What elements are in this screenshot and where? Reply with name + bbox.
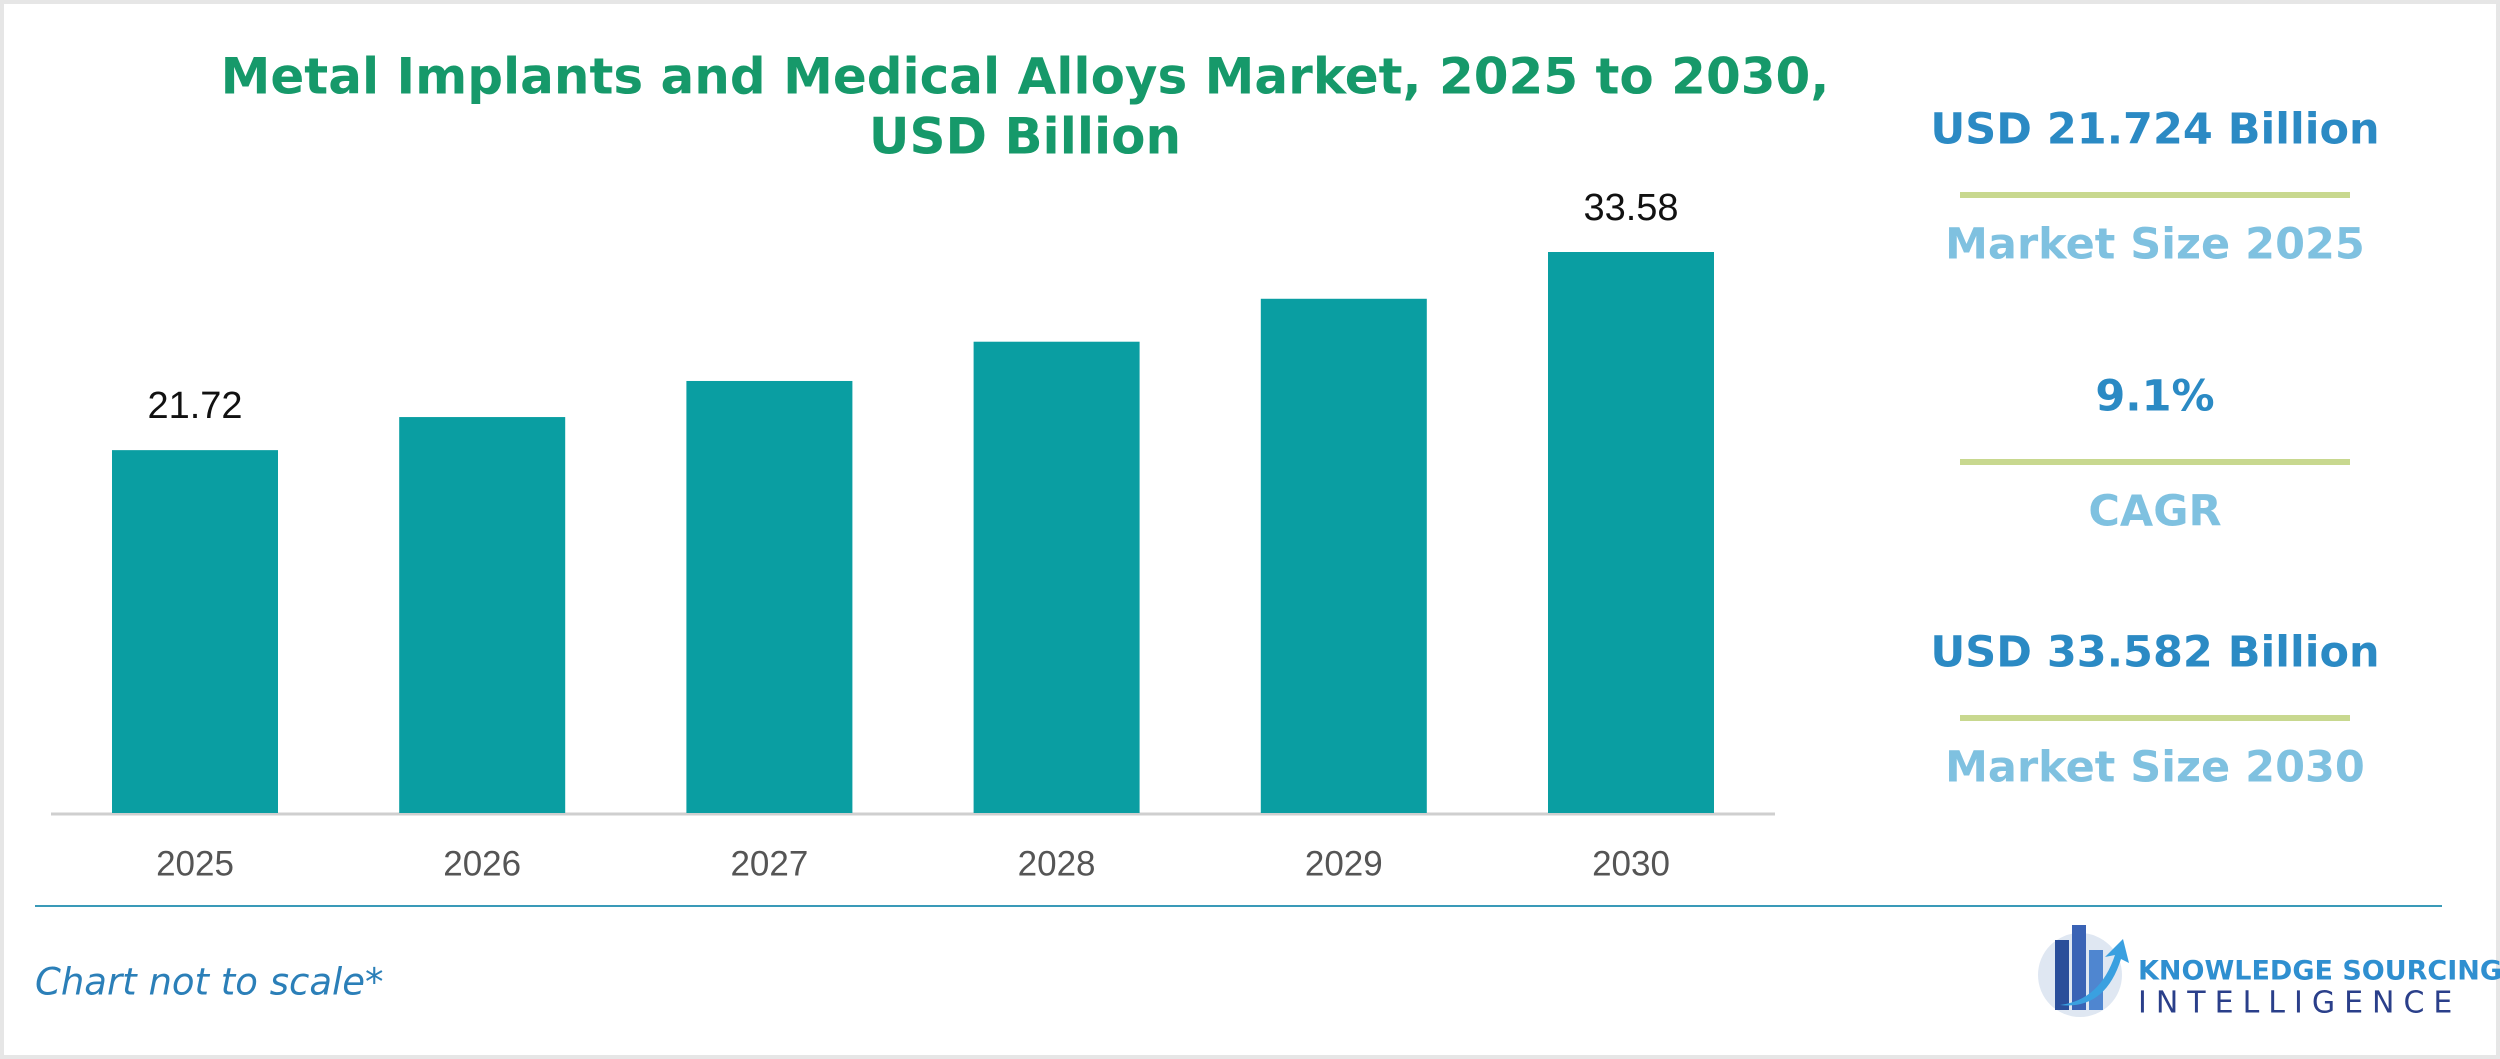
logo-text: INTELLIGENCE <box>2138 986 2461 1021</box>
value-label: 21.72 <box>147 385 242 427</box>
logo: KNOWLEDGE SOURCING INTELLIGENCE <box>2038 925 2500 1021</box>
stat-label: CAGR <box>2088 487 2221 537</box>
value-label: 33.58 <box>1583 187 1678 229</box>
x-tick-label: 2027 <box>730 844 808 883</box>
logo-text: KNOWLEDGE SOURCING <box>2138 956 2500 987</box>
logo-bar <box>2072 925 2086 1010</box>
bar <box>1548 252 1714 813</box>
x-tick-label: 2030 <box>1592 844 1670 883</box>
logo-bar <box>2089 950 2103 1010</box>
chart-subtitle: USD Billion <box>869 108 1181 166</box>
stat-value: USD 21.724 Billion <box>1930 105 2379 155</box>
bar <box>686 380 853 813</box>
stat-label: Market Size 2025 <box>1945 220 2365 270</box>
logo-bar <box>2055 940 2069 1010</box>
bar <box>973 341 1140 813</box>
bar <box>1260 298 1427 813</box>
x-tick-label: 2026 <box>443 844 521 883</box>
chart-title: Metal Implants and Medical Alloys Market… <box>221 48 1830 106</box>
logo-arrow <box>2060 939 2129 1006</box>
stat-label: Market Size 2030 <box>1945 743 2365 793</box>
x-tick-label: 2028 <box>1018 844 1096 883</box>
x-tick-label: 2025 <box>156 844 234 883</box>
stat-value: USD 33.582 Billion <box>1930 628 2379 678</box>
stat-value: 9.1% <box>2095 372 2214 422</box>
x-tick-label: 2029 <box>1305 844 1383 883</box>
footnote: Chart not to scale* <box>35 961 384 1004</box>
bar <box>112 450 278 813</box>
bar <box>399 417 566 813</box>
